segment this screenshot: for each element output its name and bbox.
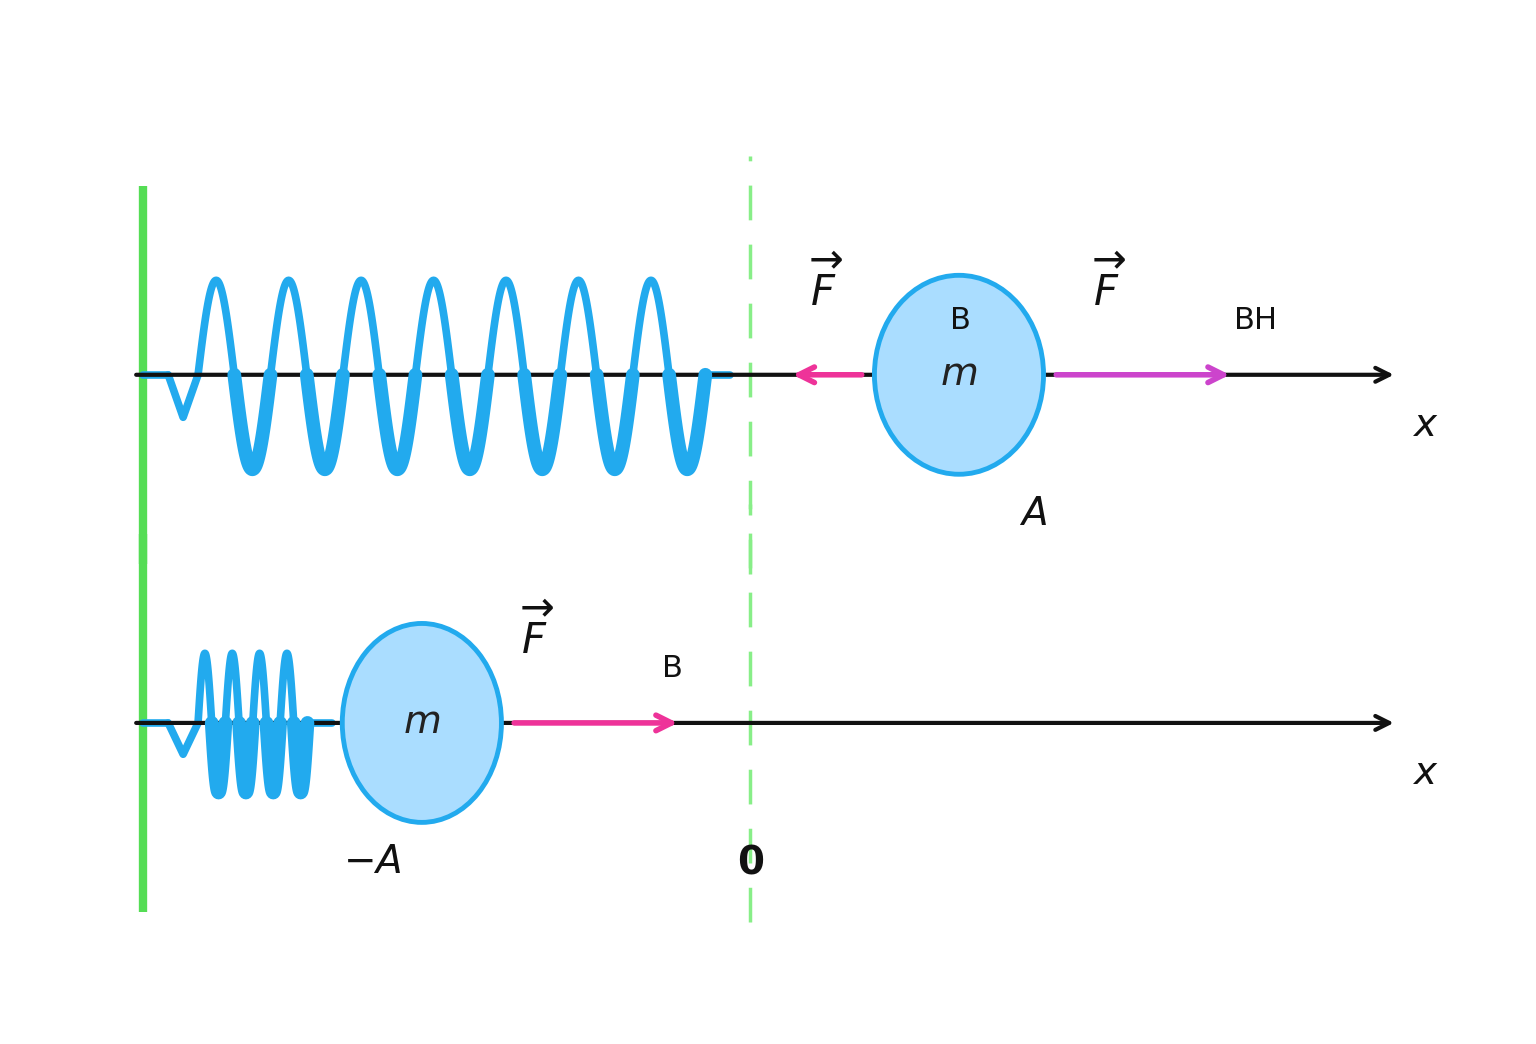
Text: $\overrightarrow{F}$: $\overrightarrow{F}$ [521,606,554,663]
Text: $\mathrm{B}$: $\mathrm{B}$ [660,655,682,683]
Text: $\mathrm{B}$: $\mathrm{B}$ [949,306,969,335]
Ellipse shape [874,276,1043,474]
Text: $m$: $m$ [940,356,977,394]
Text: $m$: $m$ [404,705,441,741]
Text: $-A$: $-A$ [343,844,401,881]
Text: $\mathrm{BH}$: $\mathrm{BH}$ [1232,306,1275,335]
Text: $\overrightarrow{F}$: $\overrightarrow{F}$ [809,257,842,315]
Text: $x$: $x$ [1412,754,1438,791]
Ellipse shape [343,623,501,823]
Text: $\overrightarrow{F}$: $\overrightarrow{F}$ [1094,257,1126,315]
Text: $\mathbf{0}$: $\mathbf{0}$ [737,844,763,881]
Text: $A$: $A$ [1018,495,1046,533]
Text: $x$: $x$ [1412,405,1438,444]
